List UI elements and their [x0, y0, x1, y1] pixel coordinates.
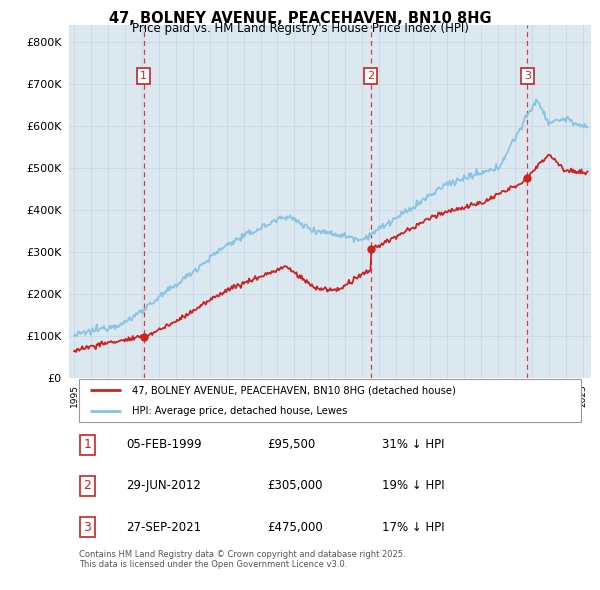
- Text: 31% ↓ HPI: 31% ↓ HPI: [382, 438, 445, 451]
- Text: 2: 2: [83, 479, 91, 493]
- Text: Contains HM Land Registry data © Crown copyright and database right 2025.
This d: Contains HM Land Registry data © Crown c…: [79, 550, 406, 569]
- Text: 47, BOLNEY AVENUE, PEACEHAVEN, BN10 8HG: 47, BOLNEY AVENUE, PEACEHAVEN, BN10 8HG: [109, 11, 491, 25]
- Text: 3: 3: [83, 521, 91, 534]
- Text: £95,500: £95,500: [268, 438, 316, 451]
- Text: 2: 2: [367, 71, 374, 81]
- Text: 19% ↓ HPI: 19% ↓ HPI: [382, 479, 445, 493]
- Text: 27-SEP-2021: 27-SEP-2021: [127, 521, 202, 534]
- Text: 1: 1: [140, 71, 147, 81]
- Text: 1: 1: [83, 438, 91, 451]
- Text: HPI: Average price, detached house, Lewes: HPI: Average price, detached house, Lewe…: [131, 407, 347, 417]
- FancyBboxPatch shape: [79, 379, 581, 422]
- Text: 17% ↓ HPI: 17% ↓ HPI: [382, 521, 445, 534]
- Text: 05-FEB-1999: 05-FEB-1999: [127, 438, 202, 451]
- Text: £305,000: £305,000: [268, 479, 323, 493]
- Text: Price paid vs. HM Land Registry's House Price Index (HPI): Price paid vs. HM Land Registry's House …: [131, 22, 469, 35]
- Text: 29-JUN-2012: 29-JUN-2012: [127, 479, 201, 493]
- Text: 47, BOLNEY AVENUE, PEACEHAVEN, BN10 8HG (detached house): 47, BOLNEY AVENUE, PEACEHAVEN, BN10 8HG …: [131, 385, 455, 395]
- Text: £475,000: £475,000: [268, 521, 323, 534]
- Text: 3: 3: [524, 71, 531, 81]
